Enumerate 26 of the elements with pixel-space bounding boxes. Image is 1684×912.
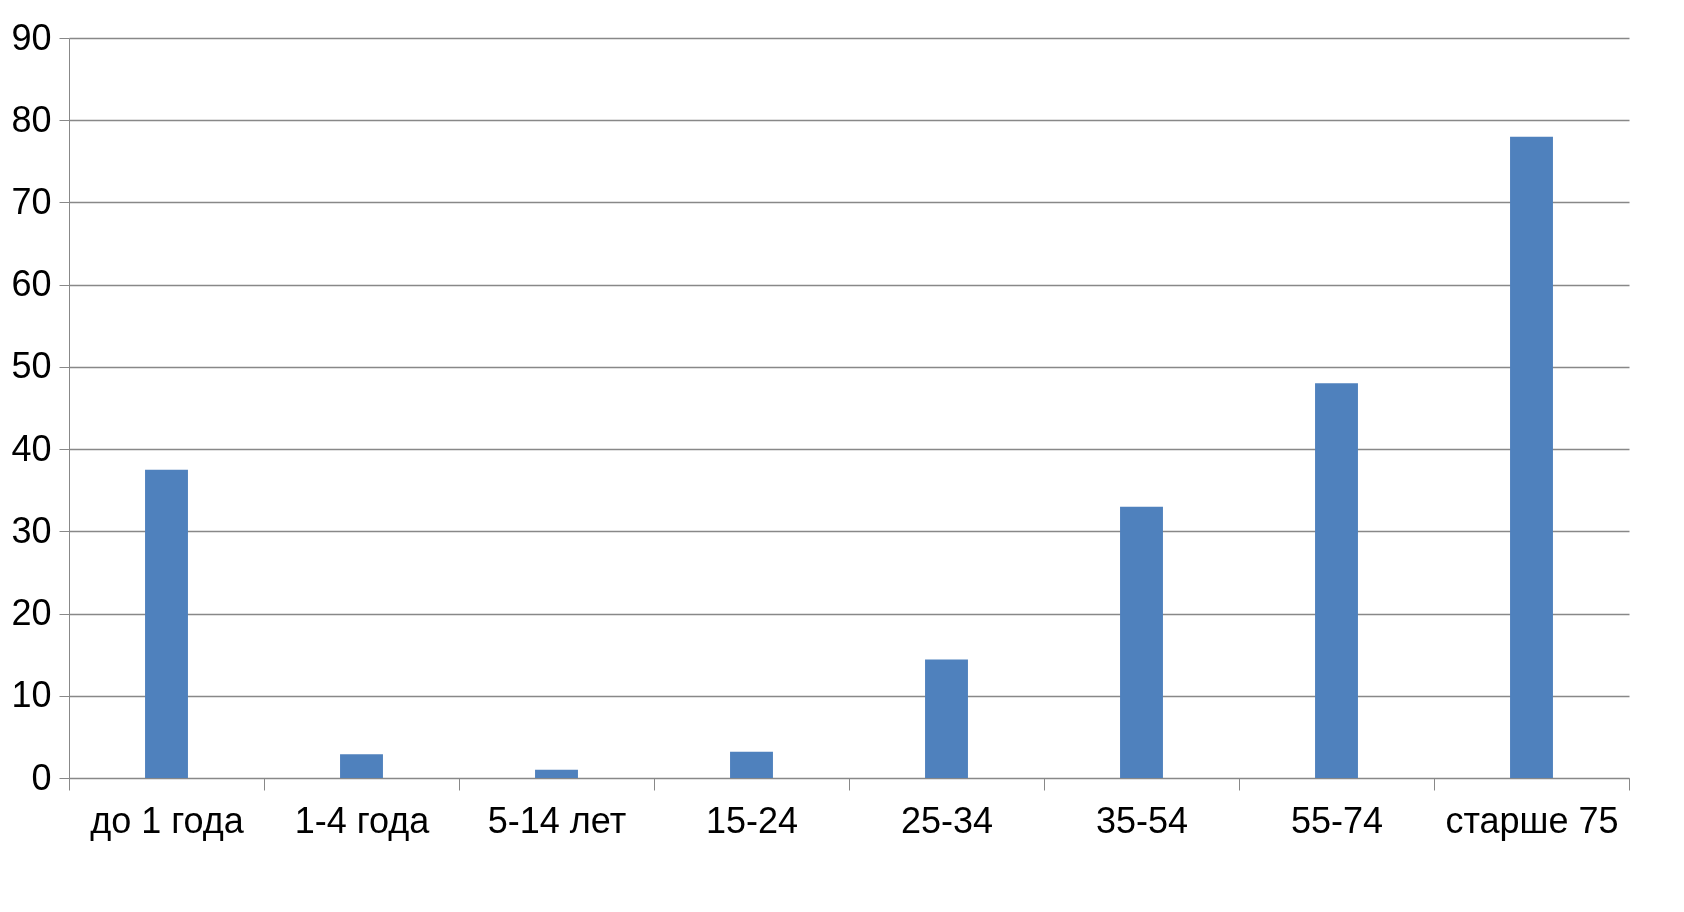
x-tick-label: 25-34 <box>900 799 994 841</box>
bar <box>925 659 968 778</box>
x-tick-label: 55-74 <box>1290 799 1384 841</box>
x-tick-label: старше 75 <box>1445 799 1619 841</box>
bar <box>1510 136 1553 778</box>
bar <box>1120 506 1163 778</box>
y-tick-label: 50 <box>11 345 52 387</box>
x-tick-label: 35-54 <box>1095 799 1189 841</box>
x-tick-label: 1-4 года <box>294 799 431 841</box>
y-tick-label: 20 <box>11 592 52 634</box>
y-tick-label: 60 <box>11 263 52 305</box>
y-tick-label: 90 <box>11 16 52 58</box>
y-tick-label: 40 <box>11 427 52 469</box>
bar <box>1315 383 1358 778</box>
y-tick-label: 30 <box>11 509 52 551</box>
x-tick-label: 5-14 лет <box>487 799 627 841</box>
x-tick-label: до 1 года <box>90 799 245 841</box>
bar <box>535 769 578 778</box>
bar <box>730 751 773 778</box>
y-tick-label: 0 <box>31 756 52 798</box>
x-tick-label: 15-24 <box>705 799 799 841</box>
y-tick-label: 10 <box>11 674 52 716</box>
y-tick-label: 80 <box>11 98 52 140</box>
bar <box>145 469 188 778</box>
y-tick-label: 70 <box>11 180 52 222</box>
bar <box>340 754 383 778</box>
